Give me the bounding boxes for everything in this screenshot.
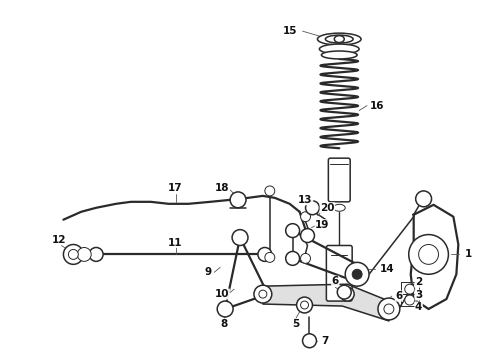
Circle shape	[259, 290, 267, 298]
Ellipse shape	[333, 204, 345, 211]
Circle shape	[300, 301, 309, 309]
Circle shape	[69, 249, 78, 260]
Circle shape	[296, 297, 313, 313]
Text: 11: 11	[168, 238, 183, 248]
Circle shape	[300, 229, 315, 243]
Circle shape	[217, 301, 233, 317]
Circle shape	[340, 287, 354, 301]
Circle shape	[378, 298, 400, 320]
Polygon shape	[263, 284, 394, 321]
Text: 2: 2	[415, 277, 422, 287]
Circle shape	[352, 269, 362, 279]
Text: 6: 6	[395, 291, 402, 301]
Circle shape	[300, 212, 311, 222]
Ellipse shape	[321, 51, 357, 59]
Text: 10: 10	[215, 289, 229, 299]
Circle shape	[230, 192, 246, 208]
FancyBboxPatch shape	[326, 246, 352, 301]
Ellipse shape	[318, 33, 361, 45]
Text: 1: 1	[465, 249, 472, 260]
Circle shape	[345, 262, 369, 286]
Circle shape	[232, 230, 248, 246]
Text: 5: 5	[292, 319, 299, 329]
Circle shape	[416, 191, 432, 207]
Ellipse shape	[334, 36, 344, 42]
Text: 3: 3	[415, 290, 422, 300]
Circle shape	[306, 201, 319, 215]
Circle shape	[77, 247, 91, 261]
Text: 7: 7	[322, 336, 329, 346]
Text: 15: 15	[282, 26, 297, 36]
Text: 13: 13	[298, 195, 313, 205]
Text: 20: 20	[320, 203, 335, 213]
Text: 14: 14	[380, 264, 394, 274]
Circle shape	[286, 251, 299, 265]
Text: 9: 9	[205, 267, 212, 277]
Circle shape	[405, 284, 415, 294]
Ellipse shape	[325, 35, 353, 43]
Circle shape	[286, 224, 299, 238]
Circle shape	[265, 186, 275, 196]
Circle shape	[405, 295, 415, 305]
Text: 17: 17	[168, 183, 183, 193]
Text: 16: 16	[370, 100, 384, 111]
Circle shape	[337, 285, 351, 299]
Circle shape	[89, 247, 103, 261]
Circle shape	[254, 285, 272, 303]
Circle shape	[258, 247, 272, 261]
Text: 6: 6	[332, 276, 339, 286]
Circle shape	[418, 244, 439, 264]
Text: 19: 19	[315, 220, 330, 230]
Text: 18: 18	[215, 183, 229, 193]
Circle shape	[302, 334, 317, 348]
Circle shape	[265, 252, 275, 262]
Text: 4: 4	[415, 302, 422, 312]
Circle shape	[384, 304, 394, 314]
Circle shape	[409, 235, 448, 274]
Text: 12: 12	[52, 234, 67, 244]
FancyBboxPatch shape	[328, 158, 350, 202]
Circle shape	[63, 244, 83, 264]
Circle shape	[300, 253, 311, 264]
Ellipse shape	[319, 44, 359, 54]
Text: 8: 8	[220, 319, 228, 329]
